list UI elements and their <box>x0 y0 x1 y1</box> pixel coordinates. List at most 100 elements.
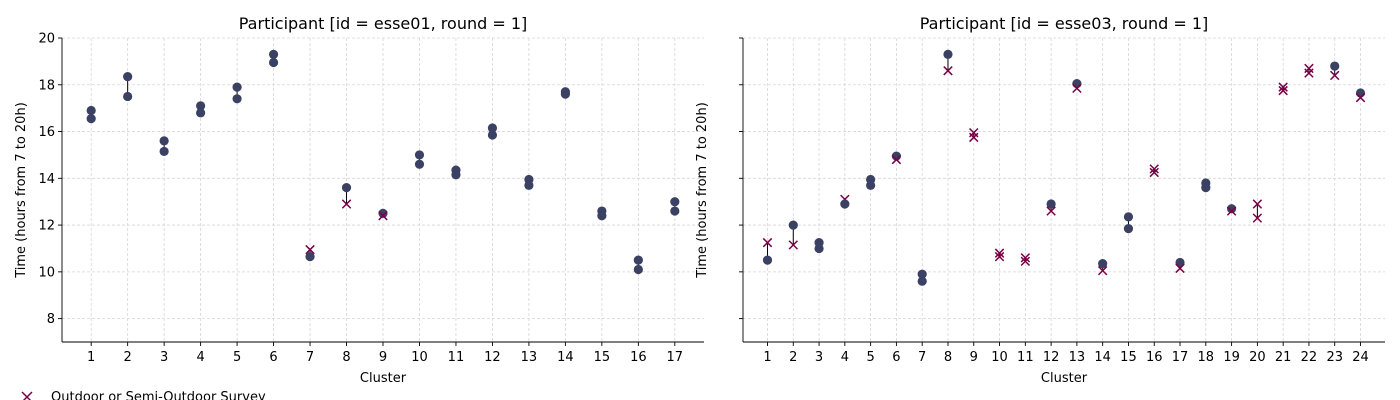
y-axis-label: Time (hours from 7 to 20h) <box>14 102 29 279</box>
cross-marker-stroke <box>994 248 1005 258</box>
x-tick-label: 16 <box>1146 350 1163 365</box>
legend-cross-stroke <box>22 391 33 400</box>
cross-marker-stroke <box>305 244 315 255</box>
cross-marker <box>1278 82 1288 92</box>
y-tick-label: 12 <box>38 219 55 234</box>
cross-marker <box>1304 68 1314 78</box>
cross-marker-stroke <box>969 132 979 143</box>
dot-marker <box>1330 61 1340 71</box>
dot-marker <box>378 208 388 218</box>
cross-marker <box>788 240 799 250</box>
cross-marker <box>305 244 315 255</box>
dot-marker <box>341 183 352 193</box>
chart-title: Participant [id = esse01, round = 1] <box>239 14 528 33</box>
x-tick-label: 24 <box>1352 350 1369 365</box>
dot-marker <box>196 108 206 118</box>
dot-marker <box>268 57 279 68</box>
dot-marker <box>232 94 242 104</box>
x-tick-label: 9 <box>379 350 387 365</box>
x-tick-label: 2 <box>124 350 132 365</box>
dot-marker <box>1123 212 1134 222</box>
cross-marker <box>943 66 953 76</box>
x-tick-label: 3 <box>815 350 823 365</box>
cross-marker-stroke <box>1252 199 1263 209</box>
x-tick-label: 15 <box>1120 350 1137 365</box>
x-tick-label: 23 <box>1326 350 1343 365</box>
cross-marker <box>1329 70 1340 81</box>
dot-marker <box>1201 183 1211 193</box>
dot-marker <box>840 199 850 209</box>
x-tick-label: 18 <box>1198 350 1215 365</box>
x-tick-label: 12 <box>484 350 501 365</box>
dot-marker <box>788 220 798 230</box>
cross-marker-stroke <box>1020 256 1031 267</box>
cross-marker-stroke <box>1072 83 1082 94</box>
dot-marker <box>597 211 607 221</box>
legend-cross-marker <box>21 391 33 400</box>
x-tick-label: 19 <box>1223 350 1240 365</box>
cross-marker-stroke <box>1097 265 1108 276</box>
cross-marker <box>1355 92 1366 103</box>
y-tick-label: 14 <box>38 172 55 187</box>
x-tick-label: 4 <box>196 350 204 365</box>
chart-title: Participant [id = esse03, round = 1] <box>920 14 1209 33</box>
dot-marker <box>86 105 96 116</box>
cross-marker-stroke <box>1020 253 1031 263</box>
x-tick-label: 6 <box>892 350 900 365</box>
dot-marker <box>866 180 876 190</box>
dot-marker <box>633 255 643 265</box>
dot-marker <box>524 180 534 190</box>
cross-marker <box>1252 213 1263 223</box>
dot-marker <box>1355 88 1366 98</box>
dot-marker <box>1226 204 1237 214</box>
dot-marker <box>633 264 643 275</box>
cross-marker-stroke <box>943 66 953 76</box>
x-tick-label: 8 <box>944 350 952 365</box>
dot-marker <box>917 269 927 279</box>
cross-marker-stroke <box>891 154 902 165</box>
dot-marker <box>487 123 498 133</box>
cross-marker-stroke <box>762 237 773 248</box>
dot-marker <box>232 82 242 92</box>
y-tick-label: 10 <box>38 265 55 280</box>
cross-marker-stroke <box>1304 68 1314 78</box>
x-tick-label: 9 <box>970 350 978 365</box>
cross-marker <box>1149 164 1159 174</box>
cross-marker-stroke <box>788 240 799 250</box>
dot-marker <box>560 89 570 99</box>
x-tick-label: 11 <box>448 350 465 365</box>
cross-marker-stroke <box>1278 82 1288 92</box>
x-tick-label: 21 <box>1275 350 1292 365</box>
cross-marker <box>1226 206 1237 216</box>
dot-marker <box>670 206 680 216</box>
chart-panel-2: 1 2 3 4 5 6 7 8 9 10 11 12 13 14 15 16 17 18 19 20 21 22 23 24P… <box>695 14 1385 386</box>
legend: Outdoor or Semi-Outdoor Survey <box>21 390 266 400</box>
dot-marker <box>762 255 773 265</box>
cross-marker <box>762 237 773 248</box>
dot-marker <box>1098 259 1108 269</box>
x-tick-label: 17 <box>667 350 684 365</box>
cross-marker <box>1072 83 1082 94</box>
x-tick-label: 8 <box>342 350 350 365</box>
x-tick-label: 14 <box>1094 350 1111 365</box>
cross-marker-stroke <box>1226 206 1237 216</box>
x-tick-label: 1 <box>763 350 771 365</box>
dot-marker <box>305 252 315 262</box>
dot-marker <box>414 150 425 160</box>
x-tick-label: 17 <box>1172 350 1189 365</box>
dot-marker <box>943 49 953 59</box>
cross-marker <box>341 199 352 209</box>
y-tick-label: 20 <box>38 32 55 47</box>
x-tick-label: 10 <box>991 350 1008 365</box>
x-tick-label: 10 <box>411 350 428 365</box>
dot-marker <box>451 170 461 180</box>
cross-marker <box>1149 167 1159 178</box>
x-tick-label: 7 <box>306 350 314 365</box>
cross-marker-stroke <box>1355 92 1366 103</box>
x-tick-label: 1 <box>87 350 95 365</box>
y-tick-label: 16 <box>38 125 55 140</box>
x-tick-label: 11 <box>1017 350 1034 365</box>
x-tick-label: 5 <box>233 350 241 365</box>
cross-marker <box>378 210 388 221</box>
